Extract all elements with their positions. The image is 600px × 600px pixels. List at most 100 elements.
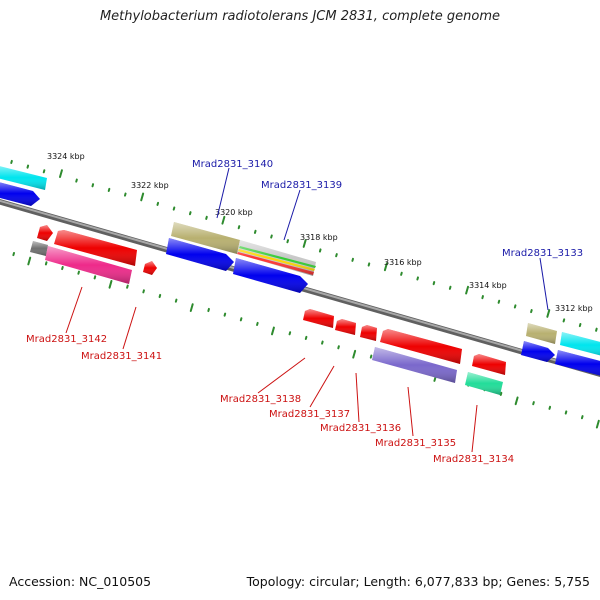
minor-tick (562, 318, 566, 323)
minor-tick (253, 229, 257, 234)
major-tick (221, 215, 226, 225)
scale-label: 3318 kbp (300, 233, 338, 242)
minor-tick (367, 262, 371, 267)
minor-tick (548, 405, 552, 410)
gene-arrow[interactable] (143, 261, 157, 275)
gene-arrow[interactable] (37, 225, 53, 241)
minor-tick (400, 271, 403, 276)
minor-tick (351, 257, 355, 262)
minor-tick (42, 169, 46, 174)
minor-tick (321, 340, 324, 345)
minor-tick (126, 284, 129, 289)
minor-tick (123, 192, 127, 197)
minor-tick (142, 289, 145, 294)
minor-tick (580, 415, 584, 420)
gene-arrow[interactable] (555, 350, 600, 378)
gene-label[interactable]: Mrad2831_3133 (502, 248, 583, 259)
leader-line (539, 257, 549, 311)
leader-line (471, 404, 478, 453)
gene-arrow[interactable] (372, 347, 457, 383)
gene-arrow[interactable] (45, 246, 132, 284)
leader-line (216, 167, 230, 219)
minor-tick (158, 293, 162, 299)
gene-label[interactable]: Mrad2831_3137 (269, 409, 350, 420)
minor-tick (286, 239, 290, 244)
leader-line (309, 365, 335, 408)
major-tick (189, 303, 194, 312)
scale-label: 3324 kbp (47, 152, 85, 161)
gene-label[interactable]: Mrad2831_3134 (433, 454, 514, 465)
gene-label[interactable]: Mrad2831_3136 (320, 423, 401, 434)
minor-tick (337, 345, 340, 350)
major-tick (270, 326, 275, 336)
minor-tick (416, 276, 419, 281)
minor-tick (223, 312, 227, 317)
gene-arrow[interactable] (54, 230, 137, 266)
minor-tick (207, 307, 210, 313)
minor-tick (432, 281, 436, 286)
gene-arrow[interactable] (237, 240, 316, 276)
gene-label[interactable]: Mrad2831_3141 (81, 351, 162, 362)
gene-arrow[interactable] (303, 309, 334, 328)
accession-label: Accession: NC_010505 (9, 574, 152, 589)
minor-tick (44, 261, 48, 266)
minor-tick (12, 252, 15, 257)
minor-tick (239, 317, 243, 322)
gene-arrow[interactable] (171, 222, 240, 254)
gene-arrow[interactable] (0, 165, 47, 190)
gene-label[interactable]: Mrad2831_3142 (26, 334, 107, 345)
major-tick (383, 262, 388, 272)
gene-arrow[interactable] (360, 325, 377, 341)
minor-tick (91, 183, 95, 188)
minor-tick (481, 295, 484, 300)
scale-label: 3316 kbp (384, 258, 422, 267)
scale-label: 3320 kbp (215, 208, 253, 217)
gene-arrow[interactable] (560, 332, 600, 358)
minor-tick (499, 391, 503, 396)
minor-tick (205, 215, 208, 220)
gene-label[interactable]: Mrad2831_3135 (375, 438, 456, 449)
minor-tick (75, 178, 78, 183)
gene-label[interactable]: Mrad2831_3139 (261, 180, 342, 191)
major-tick (59, 169, 63, 178)
minor-tick (448, 285, 452, 290)
gene-arrow[interactable] (465, 372, 503, 395)
minor-tick (564, 410, 568, 415)
gene-arrow[interactable] (335, 319, 356, 335)
leader-line (355, 372, 360, 423)
gene-arrow[interactable] (380, 329, 462, 364)
major-tick (595, 419, 600, 429)
gene-arrow[interactable] (521, 341, 555, 362)
major-tick (27, 256, 32, 266)
scale-ticks (10, 159, 600, 429)
minor-tick (26, 164, 30, 169)
gene-arrow[interactable] (30, 241, 48, 256)
minor-tick (513, 304, 517, 309)
gene-arrow[interactable] (166, 238, 234, 271)
gene-arrow[interactable] (0, 181, 40, 206)
minor-tick (578, 323, 582, 328)
minor-tick (369, 354, 373, 359)
minor-tick (172, 206, 176, 211)
minor-tick (10, 159, 13, 165)
gene-label[interactable]: Mrad2831_3138 (220, 394, 301, 405)
minor-tick (237, 225, 241, 230)
gene-label[interactable]: Mrad2831_3140 (192, 159, 273, 170)
gene-arrow[interactable] (472, 354, 506, 375)
minor-tick (288, 331, 292, 336)
gene-arrow[interactable] (233, 258, 308, 293)
minor-tick (61, 265, 64, 271)
scale-label: 3312 kbp (555, 304, 593, 313)
minor-tick (335, 253, 338, 258)
minor-tick (270, 234, 273, 239)
major-tick (514, 396, 519, 406)
minor-tick (318, 248, 322, 253)
minor-tick (497, 299, 501, 304)
gene-arrow[interactable] (526, 323, 557, 344)
leader-line (283, 189, 301, 241)
major-tick (465, 285, 470, 295)
major-tick (140, 192, 145, 202)
major-tick (352, 349, 357, 359)
minor-tick (530, 309, 533, 314)
